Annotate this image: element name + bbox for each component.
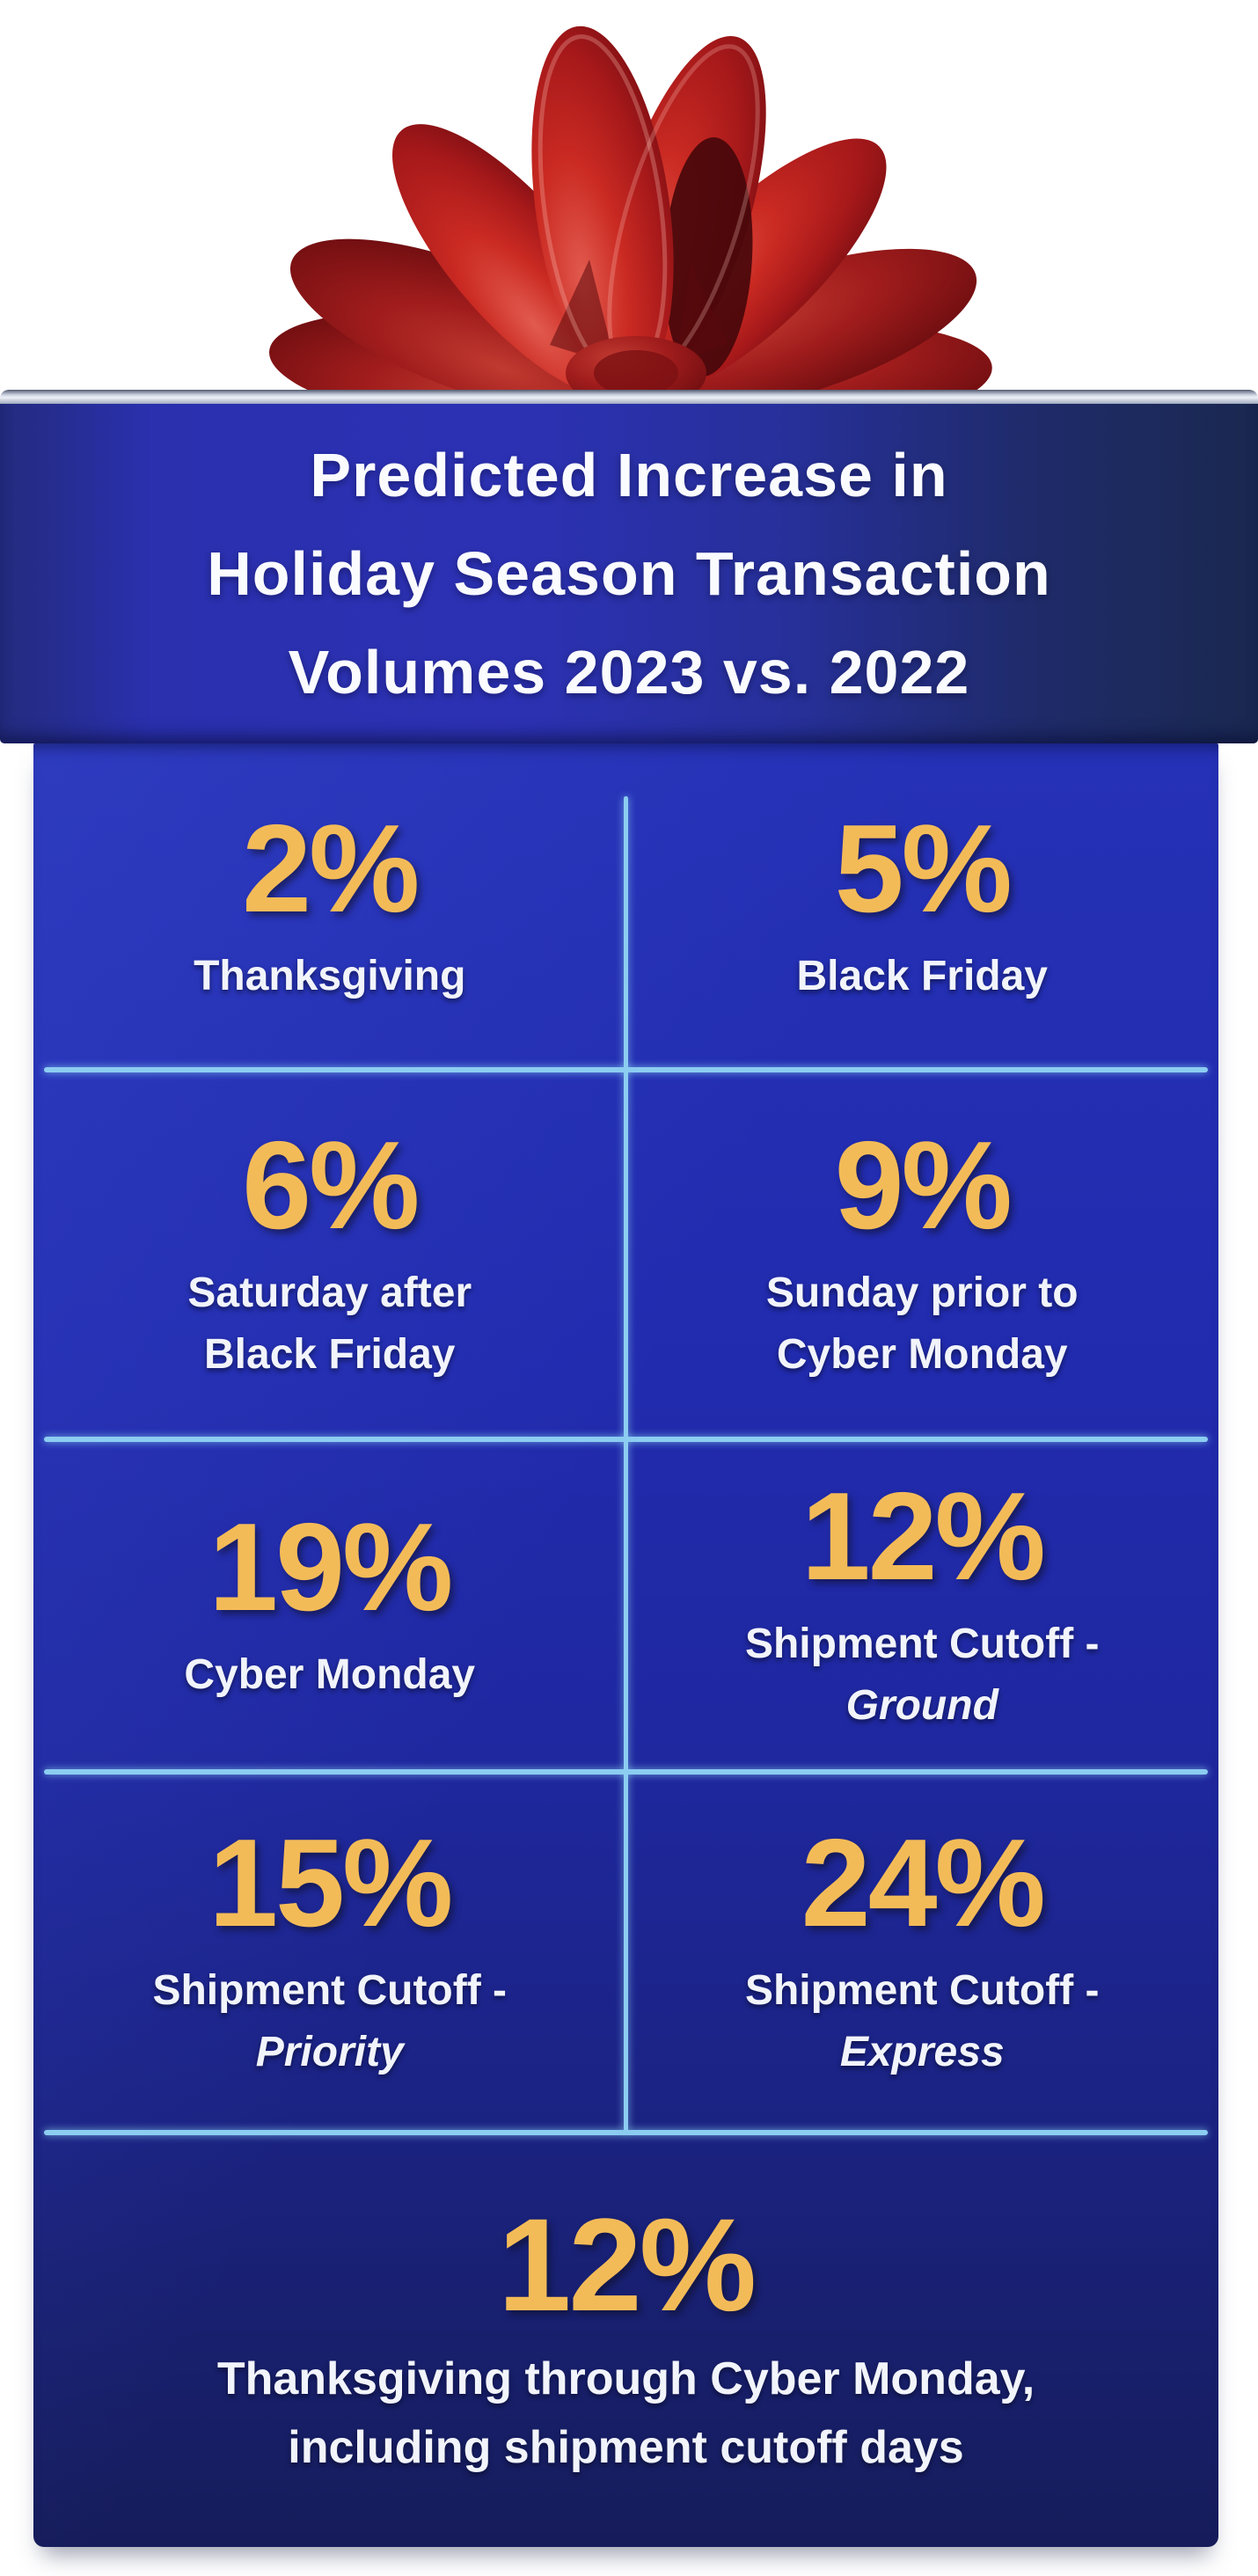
stat-label: Sunday prior to Cyber Monday bbox=[766, 1262, 1079, 1385]
stat-label: Thanksgiving through Cyber Monday, inclu… bbox=[217, 2345, 1035, 2482]
stat-label-line: including shipment cutoff days bbox=[288, 2421, 964, 2473]
grid-divider-vertical bbox=[624, 796, 628, 2133]
stat-label-line: Sunday prior to bbox=[765, 1270, 1079, 1317]
stat-cell-thanksgiving-through-cyber-monday: 12% Thanksgiving through Cyber Monday, i… bbox=[33, 2133, 1218, 2547]
gift-bow-icon bbox=[269, 26, 992, 430]
lid-top-edge bbox=[0, 390, 1258, 404]
gift-bow-image bbox=[136, 0, 1122, 430]
stat-cell-sunday-prior-cyber-monday: 9% Sunday prior to Cyber Monday bbox=[626, 1070, 1219, 1439]
stat-label-line-italic: Express bbox=[839, 2029, 1005, 2075]
stat-label-line: Black Friday bbox=[796, 952, 1048, 999]
page-title-line-2: Holiday Season Transaction bbox=[207, 539, 1051, 608]
stat-cell-black-friday: 5% Black Friday bbox=[626, 743, 1219, 1070]
stat-value: 24% bbox=[801, 1813, 1046, 1954]
stat-cell-shipment-cutoff-express: 24% Shipment Cutoff - Express bbox=[626, 1772, 1219, 2133]
stat-label-line: Shipment Cutoff - bbox=[744, 1621, 1100, 1668]
page-title-line-3: Volumes 2023 vs. 2022 bbox=[288, 638, 970, 706]
stat-label-line: Shipment Cutoff - bbox=[744, 1967, 1100, 2015]
stat-label-line: Shipment Cutoff - bbox=[152, 1967, 508, 2015]
stat-label: Saturday after Black Friday bbox=[187, 1262, 472, 1385]
stat-cell-shipment-cutoff-priority: 15% Shipment Cutoff - Priority bbox=[33, 1772, 626, 2133]
stat-label-line: Saturday after bbox=[187, 1270, 472, 1317]
stat-cell-saturday-after-black-friday: 6% Saturday after Black Friday bbox=[33, 1070, 626, 1439]
stat-label: Shipment Cutoff - Priority bbox=[152, 1960, 507, 2082]
stat-label-line-italic: Priority bbox=[255, 2029, 404, 2075]
stat-value: 12% bbox=[801, 1467, 1046, 1607]
stat-value: 5% bbox=[834, 798, 1013, 939]
stats-grid: 2% Thanksgiving 5% Black Friday 6% Satur… bbox=[33, 743, 1218, 2547]
stat-label: Thanksgiving bbox=[194, 946, 465, 1007]
box-lid-banner: Predicted Increase in Holiday Season Tra… bbox=[0, 390, 1258, 743]
stat-value: 15% bbox=[208, 1813, 453, 1954]
stat-cell-thanksgiving: 2% Thanksgiving bbox=[33, 743, 626, 1070]
stat-value: 19% bbox=[208, 1497, 453, 1638]
stat-value: 9% bbox=[834, 1116, 1013, 1256]
stat-label-line: Thanksgiving bbox=[194, 952, 466, 999]
stat-value: 6% bbox=[242, 1116, 420, 1256]
title-banner: Predicted Increase in Holiday Season Tra… bbox=[0, 404, 1258, 743]
stat-value: 2% bbox=[242, 798, 420, 939]
stat-label: Shipment Cutoff - Ground bbox=[745, 1614, 1100, 1736]
stat-label-line: Thanksgiving through Cyber Monday, bbox=[216, 2353, 1035, 2404]
stat-label: Cyber Monday bbox=[184, 1644, 475, 1706]
stat-value: 12% bbox=[497, 2190, 757, 2338]
stat-label: Shipment Cutoff - Express bbox=[745, 1960, 1100, 2082]
stat-label-line-italic: Ground bbox=[845, 1682, 998, 1729]
stat-label-line: Black Friday bbox=[204, 1331, 456, 1378]
stat-label-line: Cyber Monday bbox=[776, 1331, 1068, 1378]
stat-cell-cyber-monday: 19% Cyber Monday bbox=[33, 1439, 626, 1772]
stat-cell-shipment-cutoff-ground: 12% Shipment Cutoff - Ground bbox=[626, 1439, 1219, 1772]
stat-label: Black Friday bbox=[797, 946, 1048, 1007]
page-title-line-1: Predicted Increase in bbox=[310, 441, 948, 509]
grid-divider-horizontal-4 bbox=[44, 2130, 1208, 2135]
stats-box: 2% Thanksgiving 5% Black Friday 6% Satur… bbox=[33, 743, 1218, 2547]
stat-label-line: Cyber Monday bbox=[184, 1651, 476, 1699]
